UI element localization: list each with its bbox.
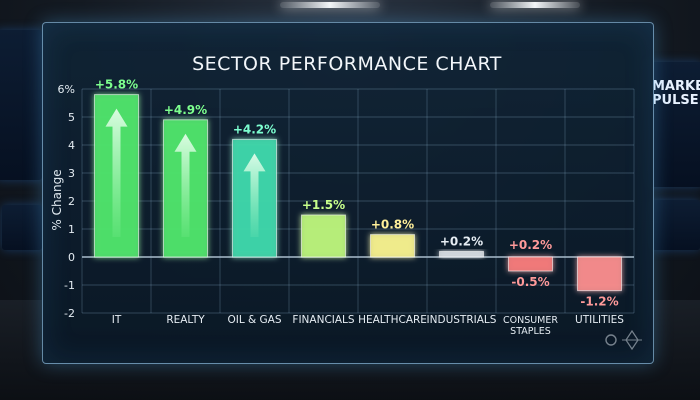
right-monitor-lower — [652, 200, 700, 250]
y-tick-label: 5 — [68, 111, 75, 124]
ceiling-light — [280, 2, 380, 8]
data-label: -1.2% — [580, 295, 618, 309]
bar-financials — [301, 214, 346, 258]
y-tick-label: 1 — [68, 223, 75, 236]
y-tick-label: 3 — [68, 167, 75, 180]
x-tick-label: CONSUMER — [503, 315, 558, 326]
bar-healthcare — [370, 234, 415, 258]
axes: 6% 5 4 3 2 1 0 -1 -2 IT REALTY OIL & GAS FINANCIALS H… — [58, 83, 625, 337]
chart-title: SECTOR PERFORMANCE CHART — [192, 53, 502, 75]
x-tick-label: IT — [112, 314, 122, 326]
x-tick-label: STAPLES — [510, 326, 551, 337]
y-axis-label: % Change — [50, 169, 64, 230]
watermark-logo — [605, 329, 642, 351]
x-tick-label: UTILITIES — [575, 314, 624, 326]
left-monitor — [0, 30, 42, 180]
data-label: +0.8% — [371, 218, 414, 232]
y-tick-label: -1 — [64, 279, 75, 292]
market-pulse-text: MARKET PULSE — [652, 79, 700, 108]
bar-utilities — [577, 256, 622, 292]
annotation-label: +0.2% — [509, 238, 552, 252]
data-label: +4.2% — [233, 122, 276, 136]
x-tick-label: FINANCIALS — [292, 314, 354, 326]
left-monitor-lower — [2, 205, 42, 250]
bar-industrials — [439, 250, 484, 258]
data-label: +1.5% — [302, 198, 345, 212]
data-label: +5.8% — [95, 78, 138, 92]
bar-consumer-staples — [508, 256, 553, 272]
x-tick-label: REALTY — [166, 314, 205, 326]
chart-panel — [42, 22, 654, 364]
data-labels: +5.8% +4.9% +4.2% +1.5% +0.8% +0.2% -0.5% -1.2%… — [95, 78, 619, 309]
right-monitor: MARKET PULSE — [650, 62, 700, 187]
data-label: +4.9% — [164, 103, 207, 117]
y-tick-label: 6% — [58, 83, 75, 96]
y-tick-label: -2 — [64, 307, 75, 320]
ceiling-light — [490, 2, 580, 8]
y-tick-label: 2 — [68, 195, 75, 208]
up-arrow-icon — [105, 108, 128, 237]
y-tick-label: 0 — [68, 251, 75, 264]
y-tick-label: 4 — [68, 139, 75, 152]
bars — [94, 94, 622, 292]
up-arrow-icon — [174, 133, 197, 237]
x-tick-label: INDUSTRIALS — [427, 314, 497, 326]
data-label: -0.5% — [511, 275, 549, 289]
data-label: +0.2% — [440, 234, 483, 248]
up-arrow-icon — [243, 153, 266, 237]
x-tick-label: HEALTHCARE — [358, 314, 427, 326]
x-tick-label: OIL & GAS — [227, 314, 281, 326]
